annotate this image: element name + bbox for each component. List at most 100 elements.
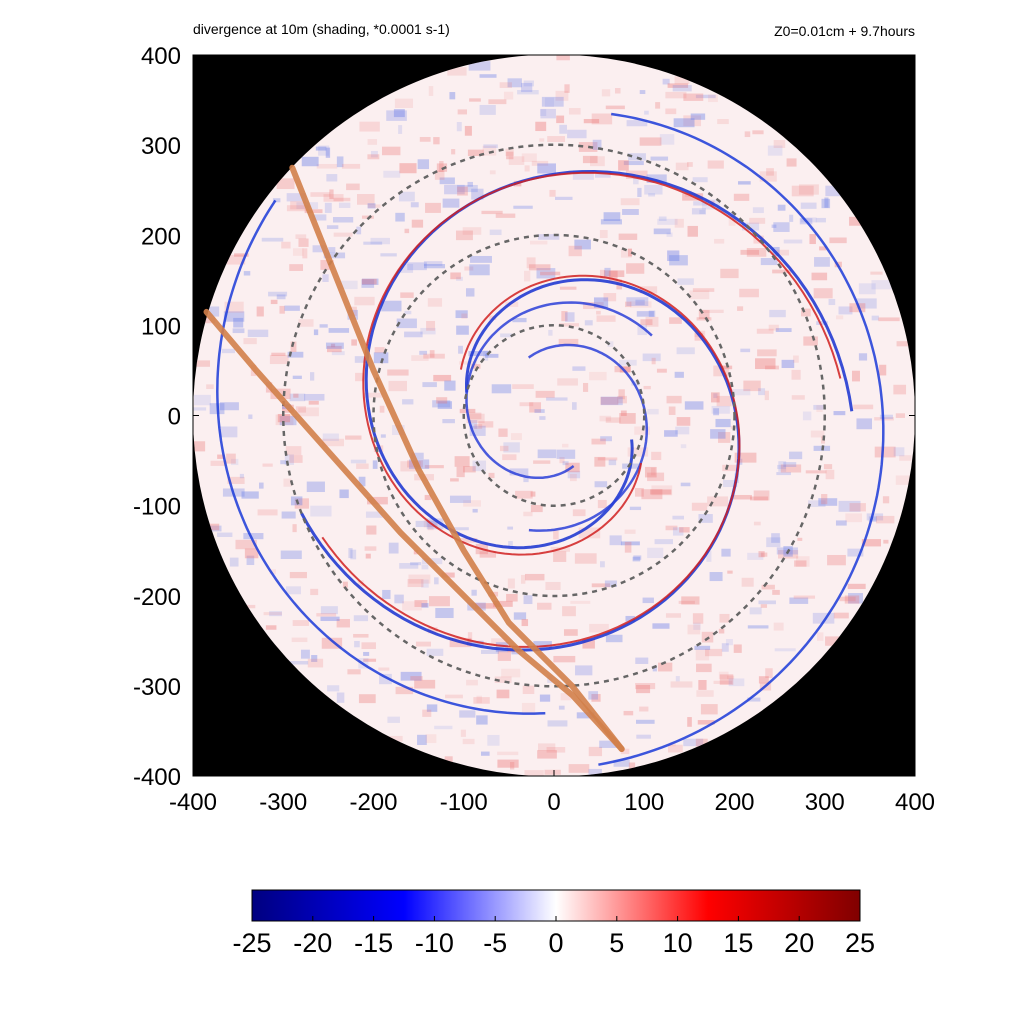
shading-cell bbox=[355, 372, 365, 382]
shading-cell bbox=[812, 612, 835, 624]
shading-cell bbox=[370, 150, 378, 158]
shading-cell bbox=[498, 428, 508, 437]
shading-cell bbox=[718, 432, 731, 443]
shading-cell bbox=[774, 648, 796, 652]
shading-cell bbox=[576, 712, 595, 719]
shading-cell bbox=[478, 421, 494, 428]
shading-cell bbox=[289, 264, 304, 271]
shading-cell bbox=[404, 310, 412, 315]
shading-cell bbox=[193, 441, 206, 452]
shading-cell bbox=[507, 578, 515, 589]
shading-cell bbox=[698, 310, 710, 319]
shading-cell bbox=[494, 676, 512, 683]
shading-cell bbox=[411, 219, 424, 228]
shading-cell bbox=[233, 317, 244, 328]
shading-cell bbox=[458, 538, 478, 543]
dashed-circle bbox=[372, 233, 736, 598]
shading-cell bbox=[411, 355, 429, 361]
shading-cell bbox=[594, 456, 606, 467]
shading-cell bbox=[672, 527, 684, 536]
shading-cell bbox=[730, 389, 751, 396]
shading-cell bbox=[374, 347, 385, 354]
shading-cell bbox=[350, 549, 357, 560]
shading-cell bbox=[765, 365, 779, 370]
shading-cell bbox=[705, 648, 723, 657]
shading-cell bbox=[308, 400, 319, 405]
shading-cell bbox=[351, 339, 357, 346]
shading-cell bbox=[652, 623, 670, 629]
shading-cell bbox=[593, 297, 609, 308]
shading-cell bbox=[648, 193, 656, 197]
shading-cell bbox=[423, 261, 443, 266]
shading-cell bbox=[827, 554, 846, 566]
shading-cell bbox=[447, 67, 467, 76]
shading-cell bbox=[535, 121, 547, 132]
shading-cell bbox=[483, 144, 498, 148]
shading-cell bbox=[449, 495, 471, 503]
shading-cell bbox=[825, 636, 846, 646]
shading-cell bbox=[697, 720, 715, 725]
shading-cell bbox=[776, 249, 790, 256]
shading-cell bbox=[306, 481, 325, 493]
shading-cell bbox=[286, 205, 309, 212]
shading-cell bbox=[713, 408, 720, 416]
shading-cell bbox=[600, 396, 619, 405]
shading-cell bbox=[400, 292, 414, 298]
rainband-line bbox=[216, 199, 546, 715]
shading-cell bbox=[727, 675, 735, 680]
shading-cell bbox=[866, 513, 884, 521]
shading-cell bbox=[246, 555, 255, 566]
shading-cell bbox=[346, 183, 360, 191]
shading-cell bbox=[564, 84, 570, 93]
shading-cell bbox=[469, 98, 481, 102]
shading-cell bbox=[849, 503, 866, 512]
shading-cell bbox=[310, 505, 332, 517]
shading-cell bbox=[386, 735, 403, 742]
shading-cell bbox=[605, 417, 621, 423]
shading-cell bbox=[747, 697, 761, 702]
shading-cell bbox=[399, 163, 417, 174]
shading-cell bbox=[559, 124, 567, 134]
shading-cell bbox=[285, 446, 302, 456]
shading-cell bbox=[488, 99, 507, 105]
shading-cell bbox=[639, 90, 646, 95]
shading-cell bbox=[603, 270, 625, 278]
shading-cell bbox=[517, 89, 539, 95]
shading-cell bbox=[633, 555, 642, 560]
shading-cell bbox=[856, 418, 873, 430]
shading-cell bbox=[810, 430, 825, 438]
shading-cell bbox=[596, 315, 616, 322]
shading-cell bbox=[861, 539, 881, 547]
shading-cell bbox=[531, 160, 549, 166]
shading-cell bbox=[530, 491, 536, 497]
shading-cell bbox=[426, 648, 444, 656]
shading-cell bbox=[639, 706, 649, 712]
shading-cell bbox=[895, 413, 906, 418]
shading-cell bbox=[244, 548, 259, 559]
shading-cell bbox=[426, 704, 438, 712]
shading-cell bbox=[589, 371, 607, 381]
shading-cell bbox=[312, 245, 327, 253]
shading-cell bbox=[298, 238, 309, 247]
shading-cell bbox=[414, 679, 436, 689]
shading-cell bbox=[423, 264, 446, 269]
shading-cell bbox=[893, 447, 905, 457]
shading-cell bbox=[667, 250, 680, 262]
shading-cell bbox=[844, 595, 860, 604]
shading-cell bbox=[553, 655, 576, 663]
shading-cell bbox=[434, 577, 439, 585]
shading-cell bbox=[650, 156, 669, 161]
shading-cell bbox=[813, 288, 833, 299]
shading-cell bbox=[809, 234, 816, 245]
shading-cell bbox=[588, 768, 602, 776]
shading-cell bbox=[465, 288, 475, 297]
shading-cell bbox=[471, 589, 477, 596]
shading-cell bbox=[628, 762, 636, 771]
shading-cell bbox=[528, 264, 551, 271]
shading-cell bbox=[217, 454, 226, 459]
shading-cell bbox=[746, 248, 767, 257]
shading-cell bbox=[620, 541, 640, 546]
shading-cell bbox=[639, 137, 662, 146]
shading-cell bbox=[341, 163, 361, 169]
x-tick-label: -200 bbox=[349, 789, 397, 816]
